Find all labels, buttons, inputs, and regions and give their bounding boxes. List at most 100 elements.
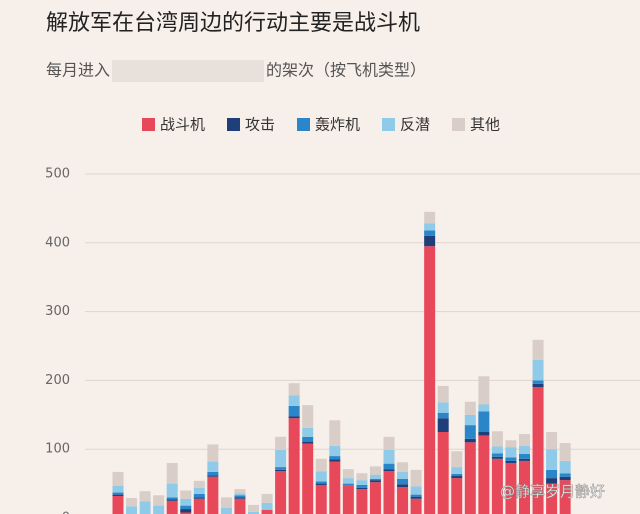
bar-segment xyxy=(356,484,368,488)
bar-segment xyxy=(342,483,354,486)
bar-segment xyxy=(207,475,219,477)
bar-segment xyxy=(234,497,246,499)
bar-segment xyxy=(275,469,287,472)
bar-segment xyxy=(505,447,517,458)
bar-segment xyxy=(193,498,205,514)
legend-swatch xyxy=(142,118,155,131)
bar-segment xyxy=(315,484,327,514)
bar-segment xyxy=(302,405,314,428)
bar-segment xyxy=(491,446,503,454)
bar-segment xyxy=(342,485,354,514)
bar-segment xyxy=(478,404,490,412)
bar-segment xyxy=(248,511,259,514)
legend-swatch xyxy=(382,118,395,131)
bar-segment xyxy=(166,497,178,500)
bar-segment xyxy=(383,449,395,464)
bar-segment xyxy=(153,505,165,514)
bar-segment xyxy=(519,445,530,455)
bar-segment xyxy=(126,498,138,507)
bar-segment xyxy=(410,498,422,514)
bar-segment xyxy=(275,471,287,514)
bar-segment xyxy=(397,478,409,485)
bar-segment xyxy=(491,431,503,447)
bar-segment xyxy=(369,466,381,475)
bar-segment xyxy=(424,235,436,247)
bar-segment xyxy=(559,473,571,477)
bar-segment xyxy=(207,476,219,514)
bar-segment xyxy=(356,487,368,490)
blur-block xyxy=(112,60,264,82)
bar-segment xyxy=(329,456,341,460)
bar-segment xyxy=(383,471,395,514)
bar-segment xyxy=(356,489,368,514)
bar-segment xyxy=(302,436,314,442)
bar-segment xyxy=(451,478,463,514)
bar-segment xyxy=(207,444,219,462)
bar-segment xyxy=(356,480,368,485)
bar-segment xyxy=(383,436,395,450)
bar-segment xyxy=(505,457,517,461)
bar-segment xyxy=(519,454,530,459)
bar-segment xyxy=(207,461,219,472)
bar-segment xyxy=(193,480,205,488)
bar-segment xyxy=(329,459,341,462)
bar-segment xyxy=(288,405,300,417)
bar-segment xyxy=(288,383,300,396)
bar-segment xyxy=(451,451,463,468)
y-tick-label: 300 xyxy=(45,304,70,319)
bar-segment xyxy=(315,458,327,472)
bar-segment xyxy=(315,483,327,485)
bar-segment xyxy=(397,484,409,488)
bar-segment xyxy=(397,462,409,472)
bar-segment xyxy=(464,442,476,514)
bar-segment xyxy=(139,491,151,502)
bar-segment xyxy=(491,453,503,457)
bar-segment xyxy=(315,471,327,482)
bar-segment xyxy=(397,487,409,514)
bar-segment xyxy=(559,480,571,514)
bar-segment xyxy=(112,485,124,493)
bar-segment xyxy=(532,339,544,360)
bar-segment xyxy=(546,449,558,470)
subtitle: 的架次（按飞机类型） xyxy=(266,61,426,80)
bar-segment xyxy=(153,495,165,506)
bar-segment xyxy=(207,471,219,476)
bar-segment xyxy=(424,246,436,514)
bar-segment xyxy=(546,432,558,450)
chart-title: 解放军在台湾周边的行动主要是战斗机 xyxy=(46,11,420,36)
bar-segment xyxy=(451,473,463,477)
bar-segment xyxy=(410,496,422,499)
bar-segment xyxy=(302,427,314,437)
bar-segment xyxy=(546,469,558,479)
bar-segment xyxy=(112,471,124,486)
watermark: @静享岁月静好 xyxy=(500,483,605,501)
bar-segment xyxy=(437,385,449,403)
legend-label: 战斗机 xyxy=(160,116,205,134)
bar-segment xyxy=(112,495,124,514)
bar-segment xyxy=(464,425,476,439)
bar-segment xyxy=(193,497,205,499)
bar-segment xyxy=(505,440,517,448)
bar-segment xyxy=(451,467,463,474)
bar-segment xyxy=(437,402,449,413)
bar-segment xyxy=(369,478,381,481)
y-tick-label: 100 xyxy=(45,442,70,457)
bar-segment xyxy=(356,473,368,481)
bar-segment xyxy=(478,411,490,432)
bar-segment xyxy=(329,420,341,446)
bar-segment xyxy=(220,497,232,508)
bar-segment xyxy=(180,512,192,514)
bar-segment xyxy=(519,458,530,461)
bar-segment xyxy=(369,482,381,514)
legend-label: 轰炸机 xyxy=(315,116,360,134)
bar-segment xyxy=(315,481,327,484)
bar-segment xyxy=(464,401,476,415)
bar-segment xyxy=(248,504,259,512)
bar-segment xyxy=(126,506,138,514)
bar-segment xyxy=(464,438,476,443)
bar-segment xyxy=(383,463,395,470)
bar-segment xyxy=(532,383,544,388)
legend-label: 攻击 xyxy=(245,116,275,134)
bar-segment xyxy=(220,507,232,514)
